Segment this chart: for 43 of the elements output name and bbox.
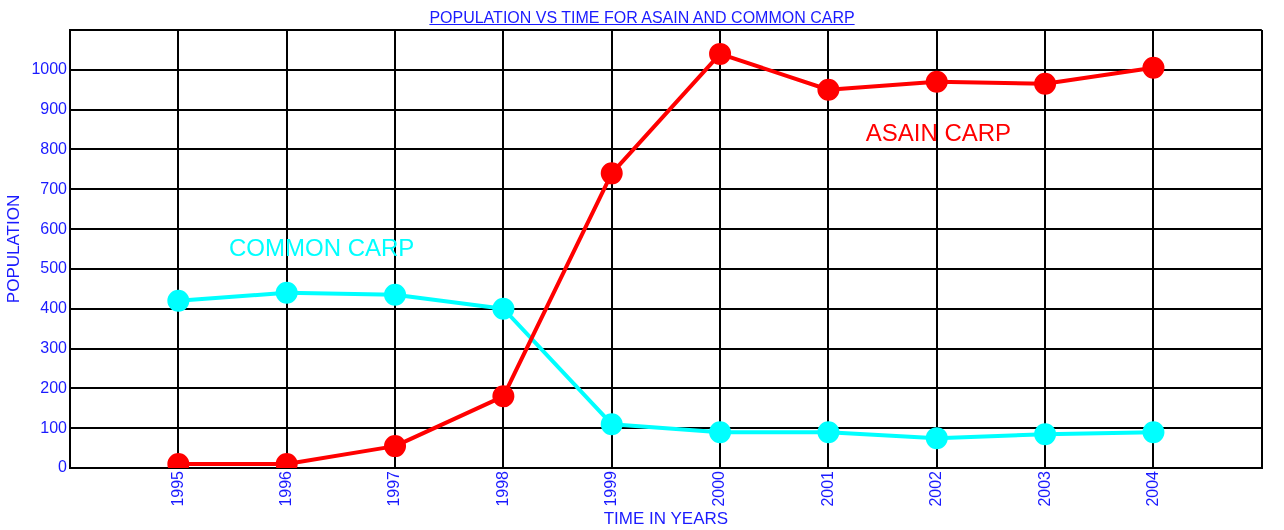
y-tick-label: 800 (40, 139, 68, 157)
x-tick-label: 2003 (1035, 470, 1053, 507)
x-tick-label: 2000 (710, 470, 728, 507)
series-label: ASAIN CARP (865, 119, 1012, 147)
point (492, 385, 515, 408)
point (600, 162, 623, 185)
y-tick-label: 500 (40, 259, 68, 277)
x-tick-label: 2002 (927, 470, 945, 507)
point (1142, 421, 1165, 444)
y-tick-label: 0 (58, 458, 68, 476)
y-tick-label: 100 (40, 418, 68, 436)
y-tick-label: 200 (40, 378, 68, 396)
y-tick-label: 900 (40, 100, 68, 118)
x-tick-label: 1995 (168, 470, 186, 507)
point (709, 421, 732, 444)
point (925, 427, 948, 450)
point (1142, 56, 1165, 79)
point (1034, 423, 1057, 446)
y-axis-title: POPULATION (3, 194, 23, 304)
point (600, 413, 623, 436)
y-tick-label: 1000 (31, 60, 68, 78)
point (384, 283, 407, 306)
y-tick-label: 700 (40, 179, 68, 197)
x-axis-title: TIME IN YEARS (603, 509, 729, 529)
point (817, 421, 840, 444)
point (275, 281, 298, 304)
x-tick-label: 1996 (277, 470, 295, 507)
x-tick-label: 1999 (602, 470, 620, 507)
point (167, 289, 190, 312)
point (492, 297, 515, 320)
x-tick-label: 1998 (493, 470, 511, 507)
chart-title: POPULATION VS TIME FOR ASAIN AND COMMON CARP (428, 9, 856, 27)
point (925, 70, 948, 93)
x-tick-label: 2001 (818, 470, 836, 507)
x-tick-label: 1997 (385, 470, 403, 507)
point (817, 78, 840, 101)
y-tick-label: 300 (40, 338, 68, 356)
x-tick-label: 2004 (1143, 470, 1161, 507)
y-tick-label: 400 (40, 299, 68, 317)
point (1034, 72, 1057, 95)
point (384, 435, 407, 458)
point (709, 42, 732, 65)
y-tick-label: 600 (40, 219, 68, 237)
